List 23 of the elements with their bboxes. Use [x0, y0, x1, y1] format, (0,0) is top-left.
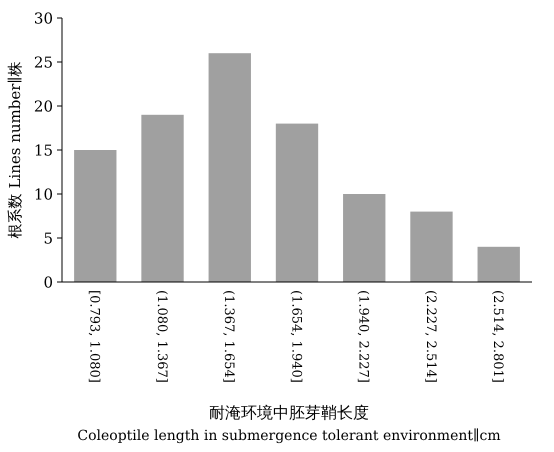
bar — [478, 246, 520, 282]
x-tick-label: (1.080, 1.367] — [154, 290, 169, 383]
x-tick-label: [0.793, 1.080] — [86, 290, 102, 383]
y-tick-label: 30 — [34, 9, 53, 28]
y-axis-title: 根系数 Lines number∥株 — [6, 62, 24, 238]
x-tick-label: (1.654, 1.940] — [288, 290, 304, 383]
y-tick-label: 25 — [34, 53, 53, 72]
x-tick-label: (2.227, 2.514] — [422, 290, 438, 383]
y-tick-label: 10 — [34, 185, 53, 204]
x-tick-label: (1.367, 1.654] — [221, 290, 236, 383]
bar — [141, 114, 184, 282]
bar — [343, 194, 386, 282]
bar — [410, 212, 453, 282]
x-axis-title: 耐淹环境中胚芽鞘长度 Coleoptile length in submergence tolerant environment∥cm — [77, 403, 501, 444]
x-tick-label: (1.940, 2.227] — [356, 290, 371, 383]
y-tick-label: 20 — [34, 97, 53, 116]
y-tick-label: 5 — [43, 229, 53, 248]
y-tick-label: 0 — [43, 273, 53, 292]
bar — [74, 150, 116, 282]
bar — [208, 53, 251, 282]
bar — [276, 124, 318, 282]
y-tick-label: 15 — [34, 141, 53, 160]
x-tick-label: (2.514, 2.801] — [490, 290, 506, 383]
